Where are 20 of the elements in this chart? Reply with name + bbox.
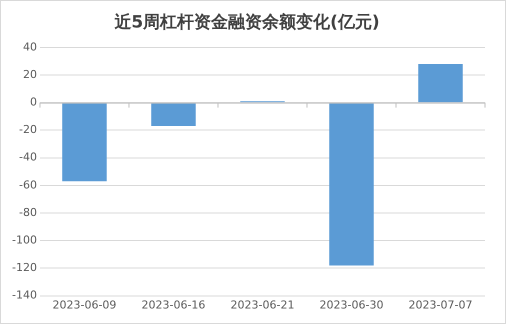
bar xyxy=(418,64,463,102)
y-tick-label: -140 xyxy=(12,288,37,302)
bar xyxy=(329,103,374,266)
y-tick-label: -20 xyxy=(18,123,37,136)
x-tick-label: 2023-06-21 xyxy=(230,298,294,312)
y-tick-label: -120 xyxy=(12,261,37,274)
bar xyxy=(62,103,107,182)
y-tick-label: -60 xyxy=(18,178,37,192)
y-tick-label: 20 xyxy=(22,68,37,81)
y-tick-label: 0 xyxy=(30,95,37,108)
y-tick-label: -80 xyxy=(18,206,37,219)
y-tick-label: 40 xyxy=(22,40,37,54)
x-tick-label: 2023-06-16 xyxy=(142,298,206,312)
x-tick-label: 2023-06-09 xyxy=(52,298,116,312)
bar xyxy=(151,103,196,126)
chart-title: 近5周杠杆资金融资余额变化(亿元) xyxy=(113,12,380,33)
y-tick-label: -100 xyxy=(12,233,37,246)
x-tick-label: 2023-07-07 xyxy=(408,298,472,312)
y-tick-label: -40 xyxy=(18,150,37,164)
x-tick-label: 2023-06-30 xyxy=(320,298,384,312)
